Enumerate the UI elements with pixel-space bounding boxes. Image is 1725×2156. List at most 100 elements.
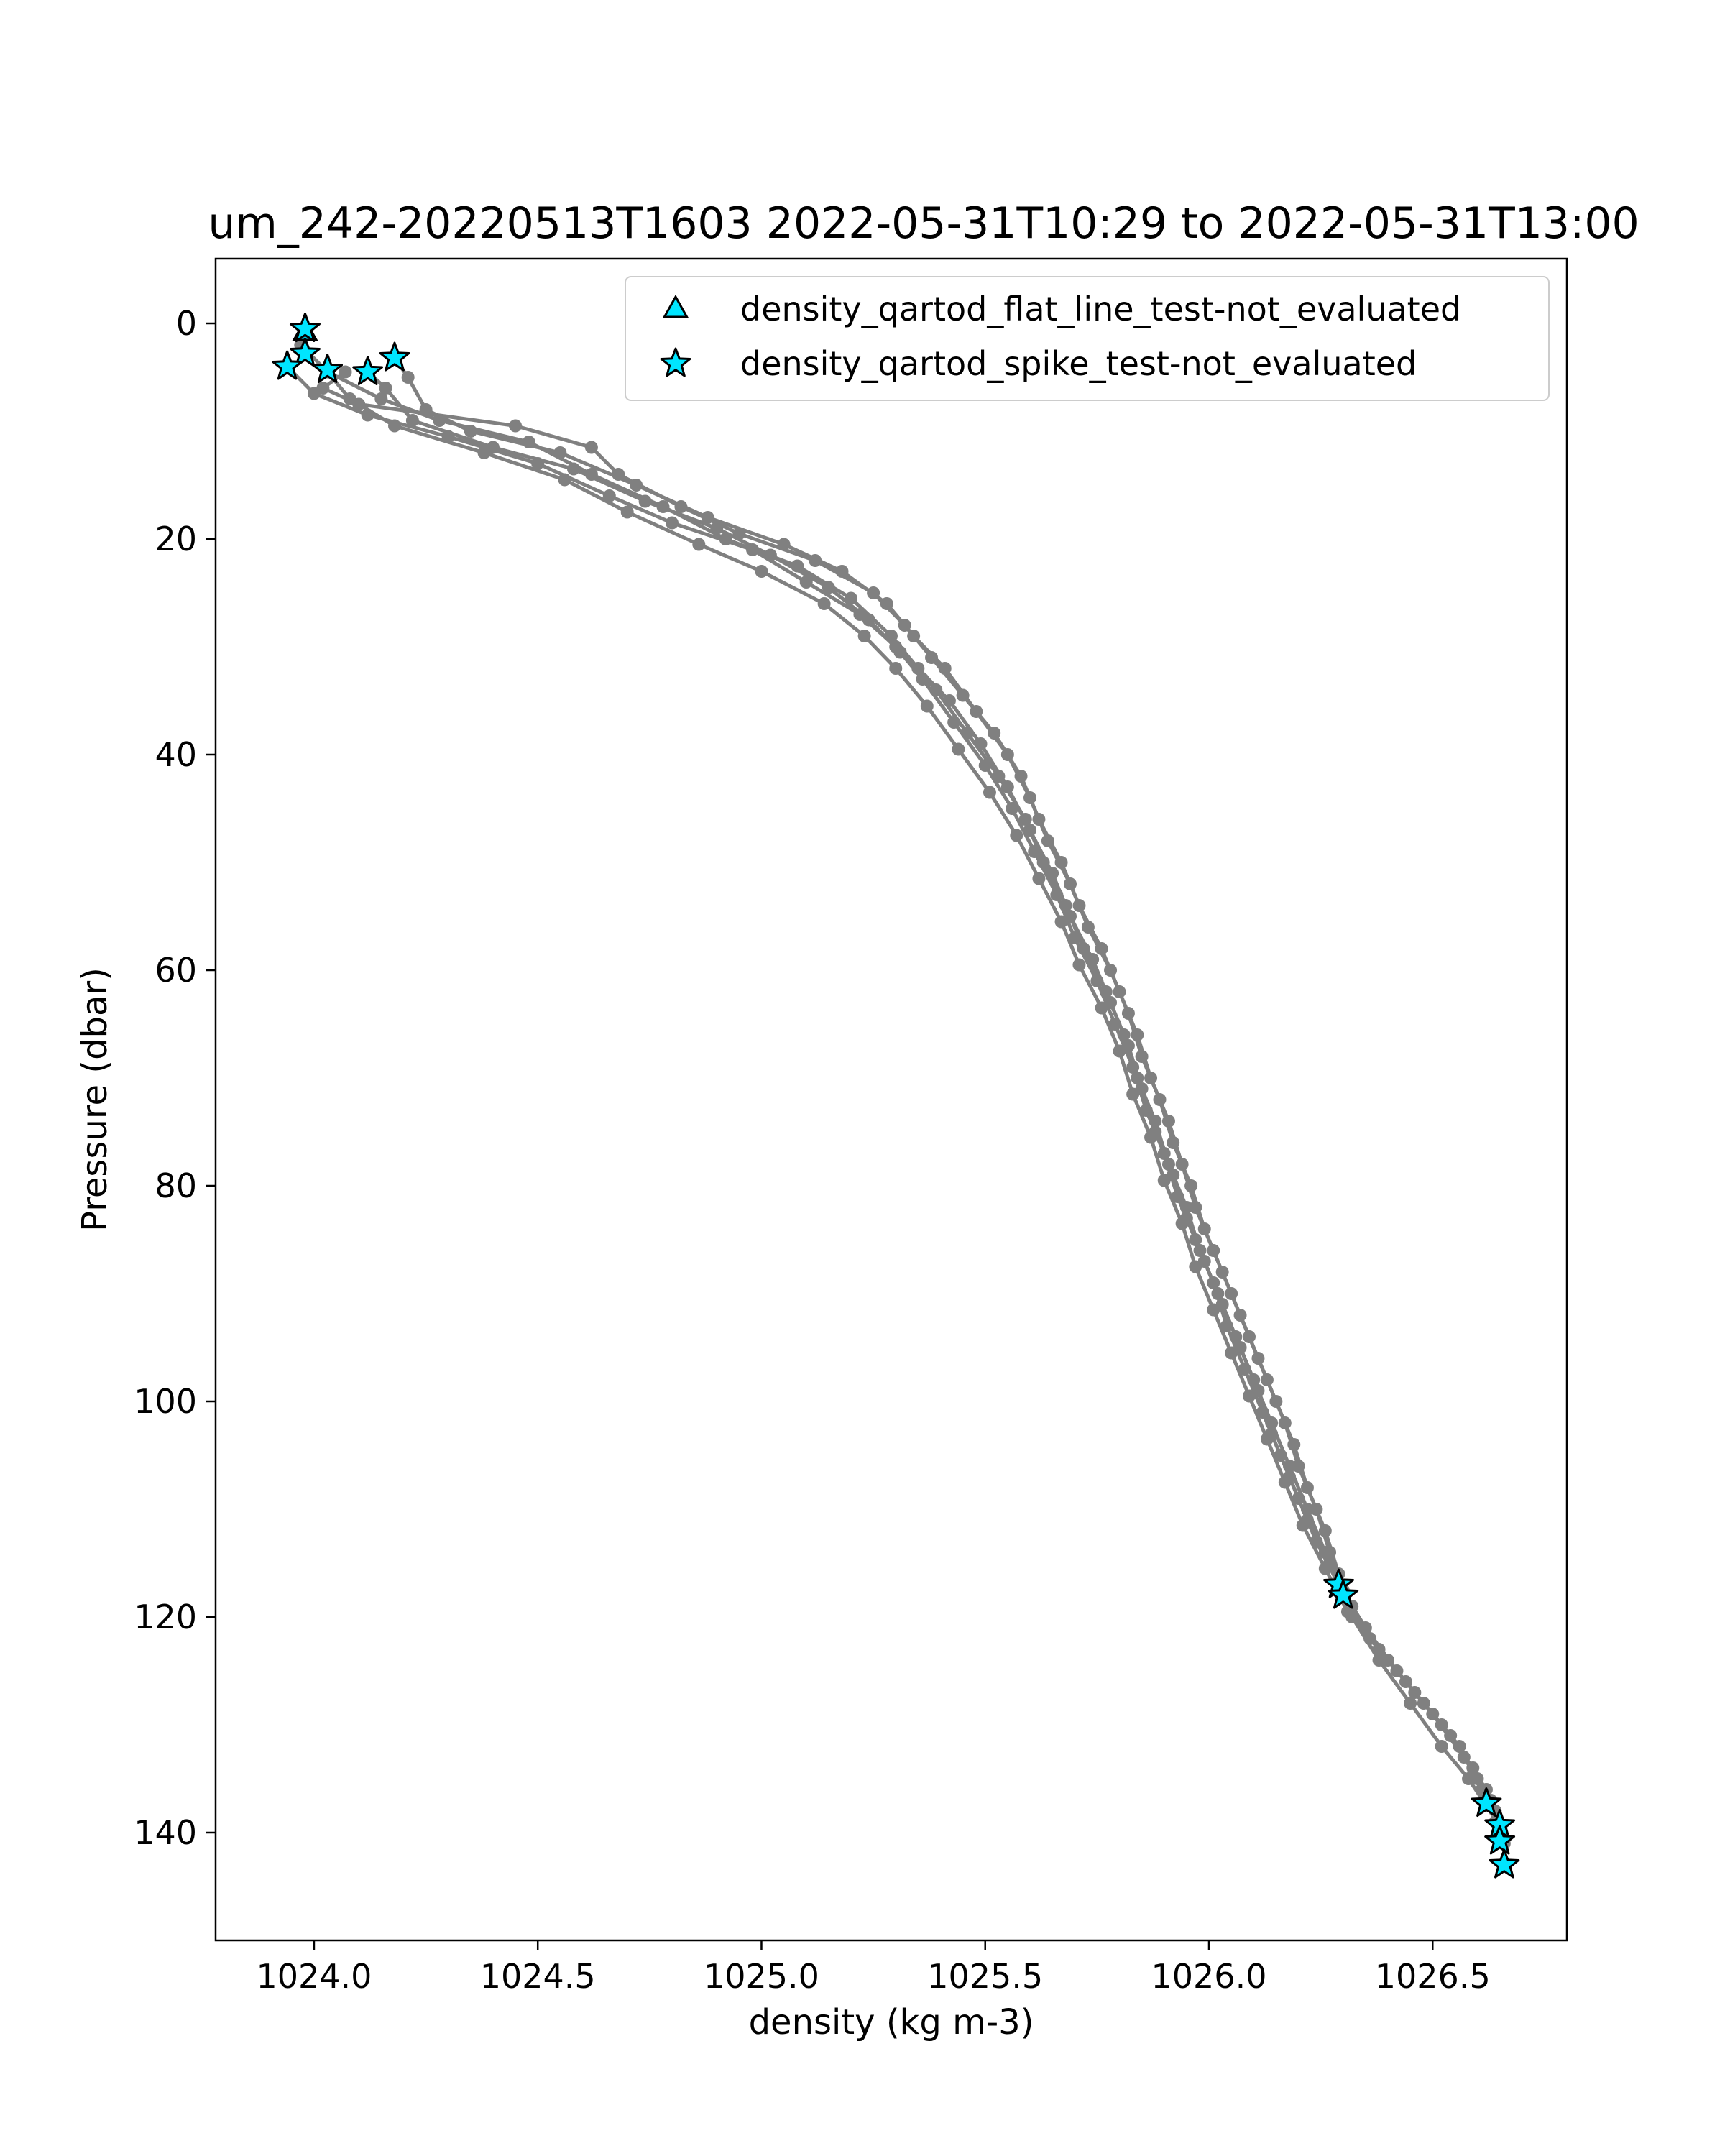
x-tick-label: 1024.0 — [256, 1957, 372, 1996]
spike-test-marker — [272, 350, 303, 380]
chart-title: um_242-20220513T1603 2022-05-31T10:29 to… — [208, 198, 1639, 249]
data-point — [1318, 1562, 1332, 1575]
profile-line — [366, 370, 1506, 1865]
data-point — [1243, 1389, 1256, 1403]
x-tick-label: 1026.5 — [1375, 1957, 1491, 1996]
data-point — [405, 414, 419, 427]
data-point — [692, 538, 706, 551]
data-point — [1211, 1287, 1225, 1300]
data-point — [822, 581, 835, 594]
data-point — [558, 473, 571, 487]
data-point — [1167, 1136, 1180, 1149]
data-point — [835, 565, 849, 578]
y-tick-label: 80 — [155, 1166, 197, 1205]
data-point — [1054, 915, 1068, 929]
y-tick-label: 100 — [134, 1382, 197, 1421]
data-point — [1318, 1524, 1332, 1537]
data-point — [1104, 964, 1118, 977]
legend-triangle-icon — [662, 294, 689, 318]
legend-star-icon — [660, 347, 691, 377]
data-point — [1184, 1179, 1198, 1192]
data-point — [665, 516, 678, 530]
data-point — [983, 786, 996, 799]
data-point — [1077, 942, 1090, 955]
data-point — [602, 489, 616, 502]
y-tick-label: 60 — [155, 951, 197, 990]
data-point — [1175, 1217, 1189, 1230]
data-point — [509, 419, 523, 433]
data-point — [1036, 856, 1050, 869]
data-point — [522, 436, 535, 448]
data-point — [1000, 748, 1014, 761]
data-point — [1149, 1115, 1162, 1128]
data-point — [1340, 1605, 1354, 1618]
data-point — [952, 742, 965, 756]
data-point — [1207, 1303, 1220, 1317]
data-point — [992, 770, 1006, 783]
data-point — [1113, 1044, 1126, 1058]
data-point — [1032, 872, 1046, 885]
x-axis: 1024.0 1024.5 1025.0 1025.5 1026.0 1026.5 — [256, 1940, 1491, 1996]
spike-test-marker — [1484, 1825, 1516, 1855]
data-point — [1189, 1260, 1202, 1273]
data-point — [343, 392, 356, 405]
data-point — [1197, 1222, 1211, 1235]
data-point — [1300, 1503, 1314, 1516]
data-point — [1126, 1087, 1140, 1101]
data-point — [1417, 1697, 1430, 1710]
data-point — [920, 699, 934, 713]
x-tick-label: 1026.0 — [1151, 1957, 1267, 1996]
data-point — [710, 522, 724, 535]
legend-box — [625, 276, 1550, 401]
data-point — [1179, 1201, 1193, 1214]
y-tick-label: 120 — [134, 1598, 197, 1636]
data-point — [817, 597, 831, 610]
data-point — [1121, 1007, 1135, 1020]
data-point — [929, 683, 943, 696]
data-point — [584, 441, 598, 454]
spike-test-marker — [1328, 1579, 1359, 1609]
data-point — [1233, 1309, 1247, 1322]
data-point — [1225, 1346, 1238, 1360]
data-point — [907, 630, 921, 642]
data-point — [1018, 813, 1032, 826]
data-point — [1162, 1158, 1175, 1171]
data-point — [638, 494, 652, 508]
data-point — [1453, 1740, 1466, 1753]
profile-5 — [361, 365, 1511, 1871]
data-point — [960, 727, 974, 740]
data-point — [1300, 1481, 1314, 1494]
data-point — [1041, 834, 1054, 847]
data-point — [477, 446, 491, 459]
data-point — [1099, 985, 1113, 998]
data-point — [307, 387, 321, 400]
plot-frame — [214, 257, 1568, 1942]
data-point — [388, 419, 402, 433]
data-point — [1072, 958, 1086, 972]
spike-test-marker — [379, 341, 410, 372]
data-point — [567, 462, 581, 476]
data-point — [1296, 1519, 1310, 1532]
y-tick-label: 140 — [134, 1813, 197, 1852]
data-point — [1081, 921, 1095, 934]
x-tick-label: 1024.5 — [480, 1957, 596, 1996]
legend-label: density_qartod_flat_line_test-not_evalua… — [740, 290, 1461, 328]
plot-area — [216, 259, 1567, 1940]
y-tick-label: 0 — [176, 304, 197, 343]
data-point — [1435, 1740, 1448, 1753]
spike-test-marker — [1471, 1787, 1502, 1817]
data-point — [1265, 1416, 1279, 1429]
data-point — [1064, 877, 1077, 890]
data-point — [1372, 1654, 1386, 1667]
legend-entry-triangle: density_qartod_flat_line_test-not_evalua… — [662, 290, 1461, 328]
data-point — [1023, 791, 1036, 804]
data-point — [1269, 1395, 1283, 1408]
data-point — [1260, 1432, 1274, 1446]
spike-test-marker — [290, 313, 321, 342]
data-point — [880, 597, 893, 610]
data-point — [620, 505, 634, 519]
data-point — [433, 414, 446, 427]
data-point — [1215, 1266, 1229, 1279]
y-axis: 0 20 40 60 80 100 120 140 — [134, 304, 216, 1852]
data-point — [701, 511, 714, 524]
